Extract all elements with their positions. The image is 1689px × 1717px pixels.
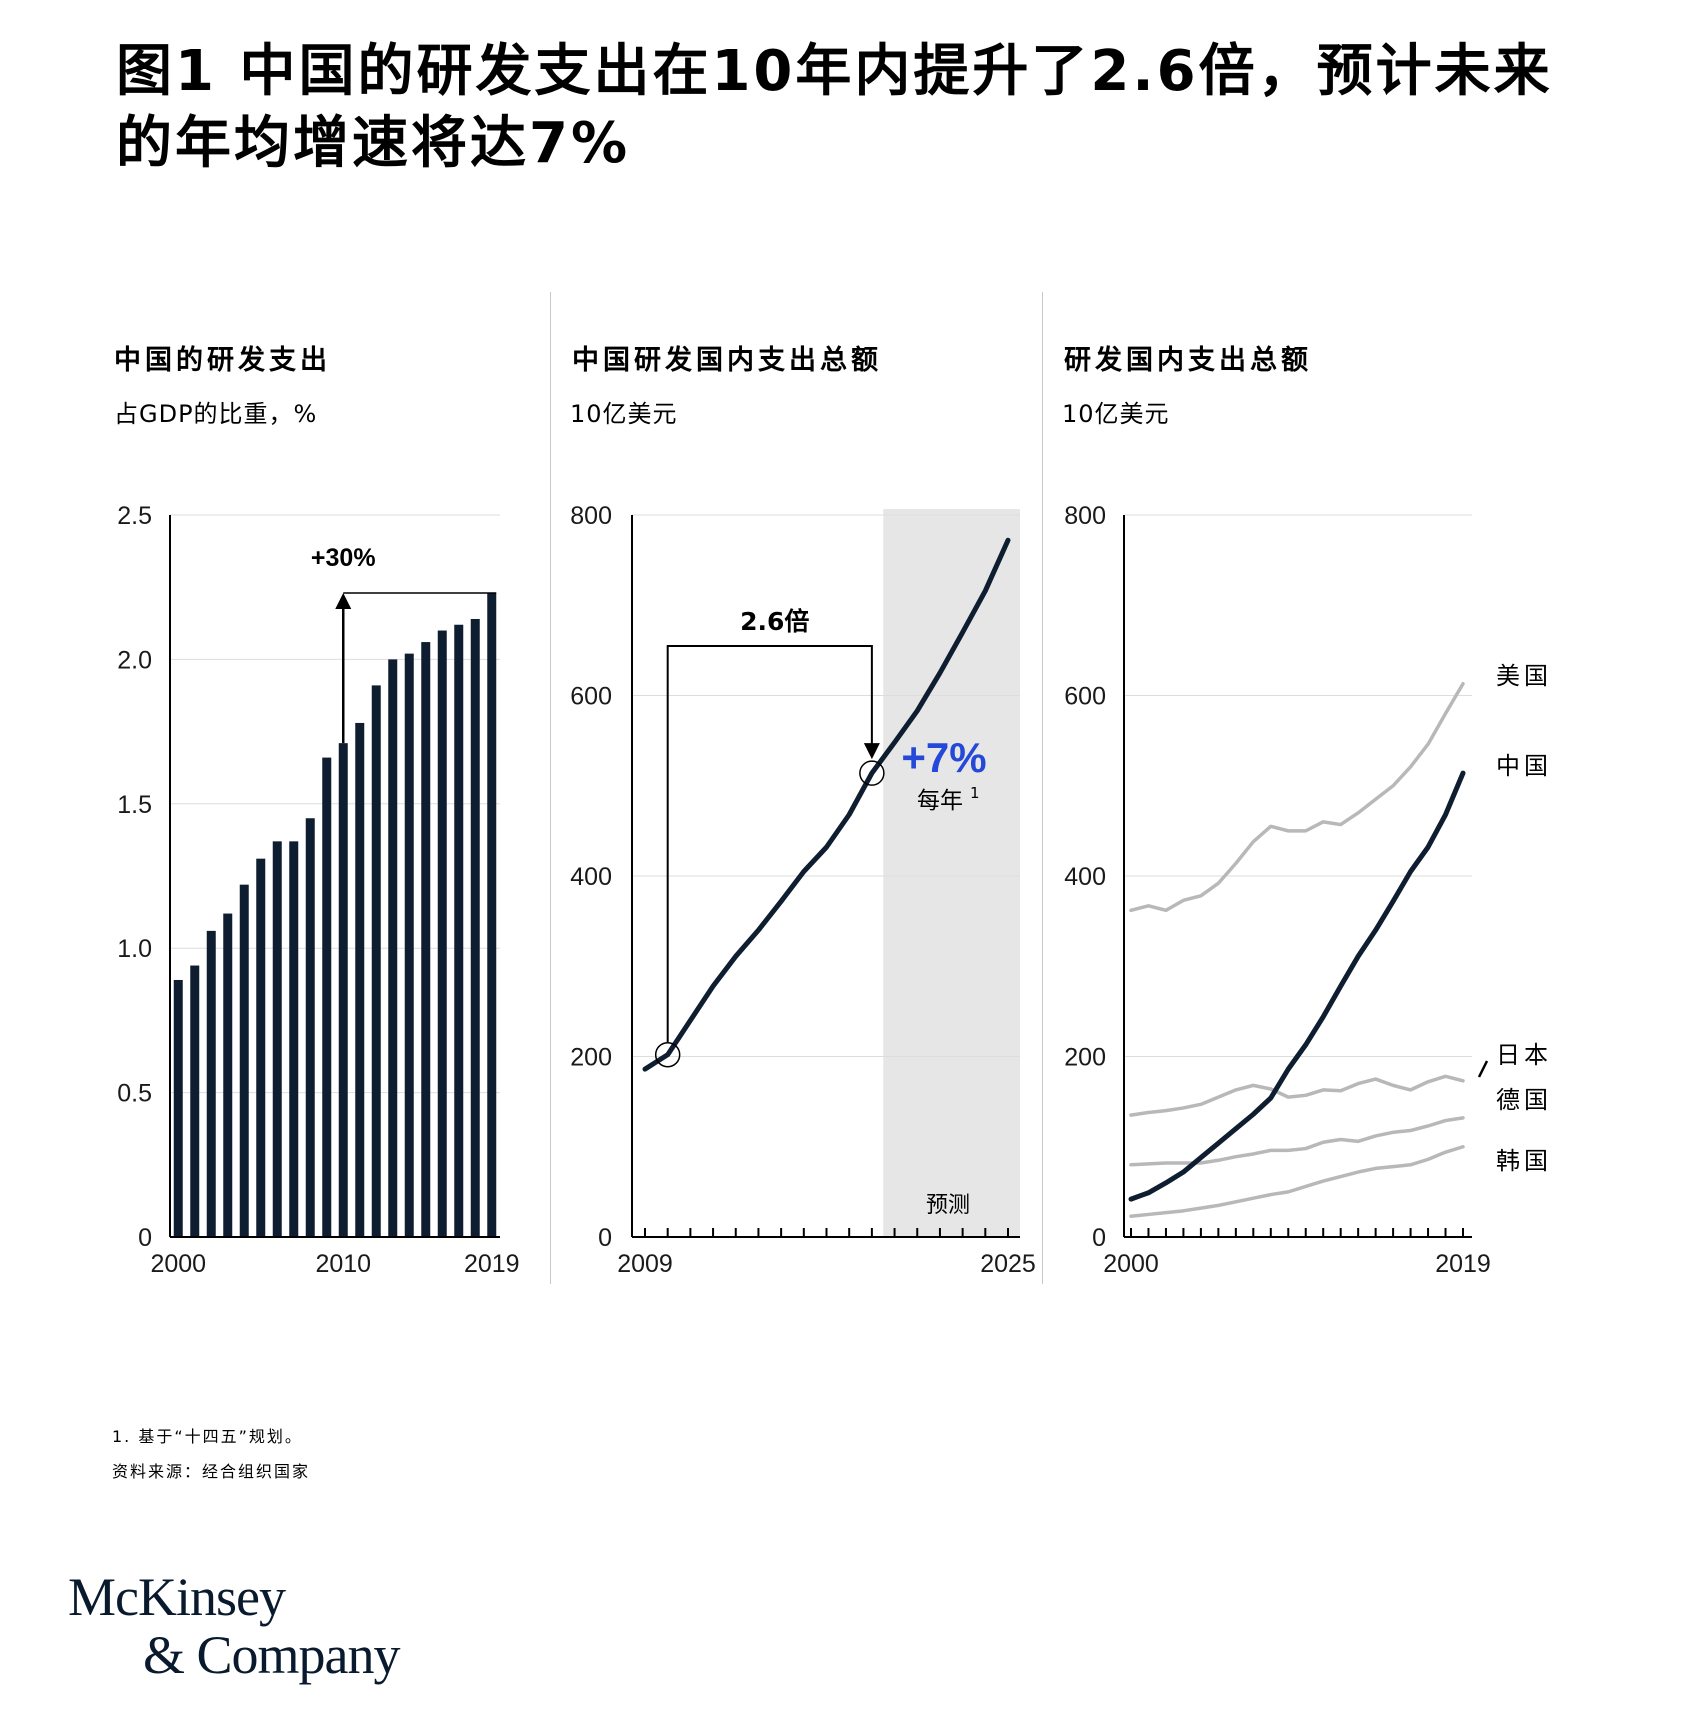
p1-bar — [371, 685, 381, 1237]
right-panel-subtitle: 10亿美元 — [1062, 400, 1170, 428]
p2-end-marker — [859, 760, 885, 786]
figure-title: 图1 中国的研发支出在10年内提升了2.6倍，预计未来的年均增速将达7% — [116, 39, 1553, 176]
p1-bar — [454, 624, 464, 1237]
p1-bar — [338, 743, 348, 1237]
p2-forecast-label: 预测 — [926, 1193, 970, 1218]
source-note: 资料来源：经合组织国家 — [112, 1462, 311, 1481]
p1-bar — [404, 653, 414, 1237]
p1-bar — [173, 979, 183, 1237]
p3-y-tick-label: 0 — [1092, 1224, 1106, 1252]
p2-ratio-label: 2.6倍 — [740, 607, 809, 636]
p1-bar — [289, 841, 299, 1237]
p2-y-tick-label: 600 — [570, 683, 612, 711]
p2-x-tick-label: 2009 — [617, 1250, 673, 1278]
p2-y-tick-label: 400 — [570, 863, 612, 891]
p1-y-tick-label: 2.5 — [117, 502, 152, 530]
p3-series-label: 日本 — [1496, 1041, 1552, 1069]
p2-growth-sub: 每年 — [917, 788, 963, 814]
p3-x-tick-label: 2019 — [1435, 1250, 1491, 1278]
p2-forecast-band — [883, 509, 1020, 1237]
panel-divider-1 — [550, 292, 551, 1284]
p1-bar — [239, 884, 249, 1237]
p1-y-tick-label: 1.5 — [117, 791, 152, 819]
p1-x-tick-label: 2000 — [150, 1250, 206, 1278]
p1-bar — [421, 642, 431, 1237]
p3-series-line-2 — [1129, 1074, 1465, 1117]
p3-y-tick-label: 600 — [1064, 683, 1106, 711]
p3-series-label: 中国 — [1496, 752, 1552, 780]
p2-ratio-bracket — [666, 645, 873, 1043]
p1-annotation-label: +30% — [311, 544, 376, 572]
p1-bar — [470, 618, 480, 1237]
p2-growth-sup: 1 — [970, 784, 980, 802]
p3-series-label: 美国 — [1496, 662, 1552, 690]
p3-series-label: 德国 — [1496, 1086, 1552, 1114]
p1-x-tick-label: 2019 — [464, 1250, 520, 1278]
left-panel-subtitle: 占GDP的比重，% — [114, 400, 318, 428]
panel-divider-2 — [1042, 292, 1043, 1284]
p2-y-tick-label: 0 — [598, 1224, 612, 1252]
p3-label-connector — [1477, 1060, 1489, 1078]
middle-panel-title: 中国研发国内支出总额 — [572, 345, 882, 376]
middle-panel-subtitle: 10亿美元 — [570, 400, 678, 428]
p1-bar — [256, 858, 266, 1237]
p2-china-line — [642, 537, 1011, 1072]
p1-bar — [305, 818, 315, 1237]
p1-bar — [223, 913, 233, 1237]
p3-series-line-0 — [1129, 682, 1465, 913]
p3-series-line-4 — [1129, 1145, 1465, 1218]
footnote-1: 1. 基于“十四五”规划。 — [112, 1427, 303, 1446]
p3-series-line-3 — [1129, 1116, 1465, 1167]
p3-y-tick-label: 400 — [1064, 863, 1106, 891]
p2-x-tick-label: 2025 — [980, 1250, 1036, 1278]
p1-y-tick-label: 0.5 — [117, 1080, 152, 1108]
p1-bar — [272, 841, 282, 1237]
p3-series-label: 韩国 — [1496, 1147, 1552, 1175]
mckinsey-logo-line1: McKinsey — [68, 1567, 286, 1627]
p2-y-tick-label: 200 — [570, 1044, 612, 1072]
p1-bar — [355, 722, 365, 1237]
p1-bar — [437, 630, 447, 1237]
p1-bar — [206, 930, 216, 1237]
left-panel-title: 中国的研发支出 — [114, 345, 331, 376]
p2-growth-label: +7% — [901, 734, 986, 781]
p1-y-tick-label: 1.0 — [117, 935, 152, 963]
p3-y-tick-label: 800 — [1064, 502, 1106, 530]
p1-annotation-arrow-head — [335, 592, 352, 609]
p2-y-tick-label: 800 — [570, 502, 612, 530]
p1-bar — [322, 757, 332, 1237]
p3-series-line-1 — [1128, 770, 1466, 1202]
p1-x-tick-label: 2010 — [315, 1250, 371, 1278]
p1-bar — [487, 592, 497, 1237]
p3-y-tick-label: 200 — [1064, 1044, 1106, 1072]
p1-bar — [388, 659, 398, 1237]
p2-ratio-arrow-head — [863, 743, 880, 760]
p3-x-tick-label: 2000 — [1103, 1250, 1159, 1278]
p1-y-tick-label: 2.0 — [117, 646, 152, 674]
p1-y-tick-label: 0 — [138, 1224, 152, 1252]
mckinsey-logo-line2: & Company — [143, 1625, 400, 1685]
p1-bar — [190, 965, 200, 1237]
right-panel-title: 研发国内支出总额 — [1064, 345, 1312, 376]
